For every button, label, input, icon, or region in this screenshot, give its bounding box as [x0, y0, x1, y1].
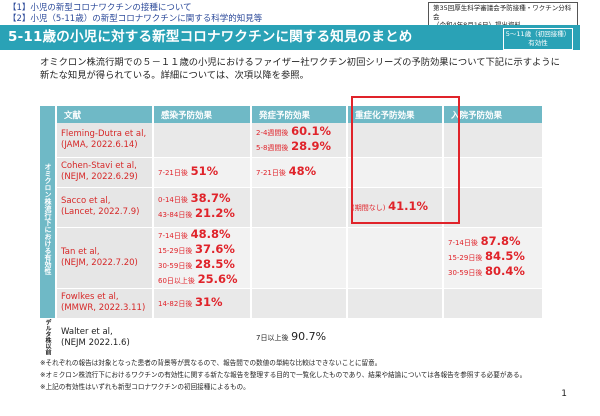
col-header-onset: 発症予防効果 [251, 106, 348, 123]
infection-cell: 14-82日後 31% [153, 288, 252, 319]
study-cell: Cohen-Stavi et al, (NEJM, 2022.6.29) [56, 157, 154, 188]
onset-cell: 7-21日後 48% [251, 157, 348, 188]
hospital-cell [443, 187, 544, 228]
footnote-3: ※上記の有効性はいずれも新型コロナワクチンの初回接種によるもの。 [40, 383, 250, 391]
severe-cell [347, 227, 444, 289]
onset-cell [251, 187, 348, 228]
footnote-1: ※それぞれの報告は対象となった患者の背景等が異なるので、報告間での数値の単純な比… [40, 359, 382, 367]
study-cell: Walter et al, (NEJM 2022.1.6) [56, 318, 154, 358]
infection-cell: 7-21日後 51% [153, 157, 252, 188]
study-cell: Fleming-Dutra et al, (JAMA, 2022.6.14) [56, 123, 154, 158]
hospital-cell [443, 288, 544, 319]
table-row: デルタ株以前 Walter et al, (NEJM 2022.1.6) 7日以上… [40, 318, 544, 358]
severe-cell [347, 318, 444, 358]
study-cell: Sacco et al, (Lancet, 2022.7.9) [56, 187, 154, 228]
severe-cell [347, 123, 444, 158]
hospital-cell [443, 123, 544, 158]
infection-cell [153, 318, 252, 358]
col-header-infection: 感染予防効果 [153, 106, 252, 123]
table-header-row: 文献 感染予防効果 発症予防効果 重症化予防効果 入院予防効果 [40, 106, 544, 123]
infection-cell: 7-14日後 48.8% 15-29日後 37.6% 30-59日後 28.5%… [153, 227, 252, 289]
intro-text: オミクロン株流行期での５－１１歳の小児におけるファイザー社ワクチン初回シリーズの… [40, 57, 560, 81]
onset-cell [251, 288, 348, 319]
meeting-name: 第35回厚生科学審議会予防接種・ワクチン分科会 [433, 4, 572, 21]
efficacy-table: 文献 感染予防効果 発症予防効果 重症化予防効果 入院予防効果 オミクロン株流行… [40, 106, 544, 358]
col-header-severe: 重症化予防効果 [347, 106, 444, 123]
severe-cell [347, 157, 444, 188]
hospital-cell [443, 157, 544, 188]
col-header-reference: 文献 [56, 106, 154, 123]
target-badge-line1: 5～11歳（初回接種） [505, 30, 571, 38]
onset-cell: 7日以上後 90.7% [251, 318, 348, 358]
table-row: Tan et al, (NEJM, 2022.7.20) 7-14日後 48.8%… [40, 227, 544, 289]
study-cell: Fowlkes et al, (MMWR, 2022.3.11) [56, 288, 154, 319]
col-header-hospital: 入院予防効果 [443, 106, 544, 123]
onset-cell [251, 227, 348, 289]
infection-cell: 0-14日後 38.7% 43-84日後 21.2% [153, 187, 252, 228]
agenda-item-2: 【2】小児（5-11歳）の新型コロナワクチンに関する科学的知見等 [8, 14, 263, 24]
category-delta: デルタ株以前 [40, 318, 57, 358]
target-badge-line2: 有効性 [528, 39, 548, 47]
target-badge: 5～11歳（初回接種） 有効性 [503, 28, 573, 50]
table-row: Sacco et al, (Lancet, 2022.7.9) 0-14日後 38… [40, 187, 544, 228]
page-number: 1 [561, 389, 567, 399]
footnotes: ※それぞれの報告は対象となった患者の背景等が異なるので、報告間での数値の単純な比… [40, 357, 526, 393]
severe-cell [347, 288, 444, 319]
table-row: オミクロン株流行下における有効性 Fleming-Dutra et al, (JA… [40, 123, 544, 319]
table-row: Fowlkes et al, (MMWR, 2022.3.11) 14-82日後 … [40, 288, 544, 319]
severe-cell: (期間なし) 41.1% [347, 187, 444, 228]
hospital-cell: 7-14日後 87.8% 15-29日後 84.5% 30-59日後 80.4% [443, 227, 544, 289]
table-row: Cohen-Stavi et al, (NEJM, 2022.6.29) 7-21… [40, 157, 544, 188]
agenda-items: 【1】小児の新型コロナワクチンの接種について 【2】小児（5-11歳）の新型コロ… [8, 3, 262, 25]
footnote-2: ※オミクロン株流行下におけるワクチンの有効性に関する新たな報告を整理する目的で一… [40, 371, 527, 379]
page-title: 5-11歳の小児に対する新型コロナワクチンに関する知見のまとめ [0, 25, 580, 50]
study-cell: Tan et al, (NEJM, 2022.7.20) [56, 227, 154, 289]
category-omicron: オミクロン株流行下における有効性 [40, 123, 57, 319]
infection-cell [153, 123, 252, 158]
onset-cell: 2-4週間後 60.1% 5-8週間後 28.9% [251, 123, 348, 158]
hospital-cell [443, 318, 544, 358]
agenda-item-1: 【1】小児の新型コロナワクチンの接種について [8, 3, 192, 13]
